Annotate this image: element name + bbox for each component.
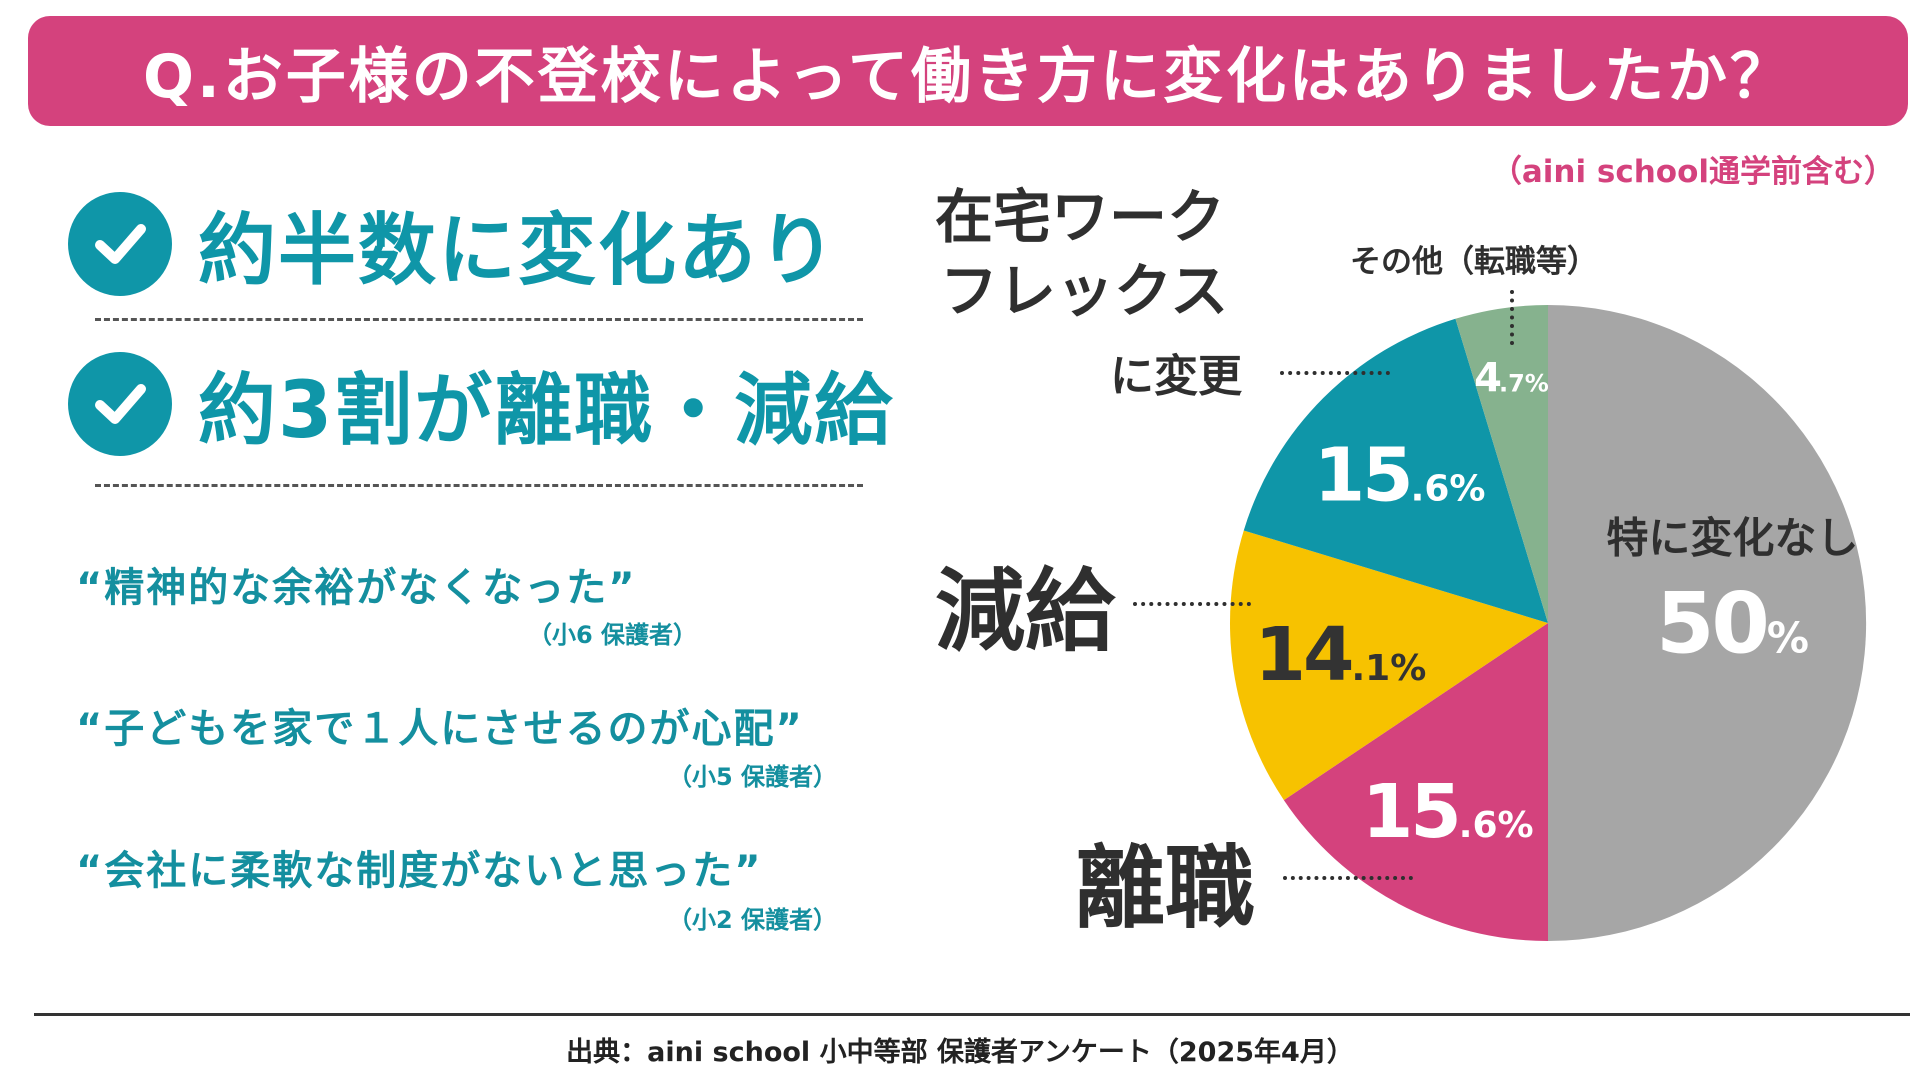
footer-rule	[34, 1013, 1910, 1016]
pie-slice	[1230, 530, 1548, 801]
divider	[95, 484, 863, 487]
label-other: その他（転職等）	[1350, 244, 1598, 280]
label-remote-line1: 在宅ワーク	[935, 183, 1226, 251]
title-banner: Q.お子様の不登校によって働き方に変化はありましたか？	[28, 16, 1908, 126]
pie-slice	[1283, 623, 1548, 941]
quote-1: “精神的な余裕がなくなった”	[76, 565, 637, 611]
pie-slice	[1243, 318, 1548, 623]
slice-value-label: 4.7%	[1474, 356, 1549, 402]
label-remote-line3: に変更	[1110, 351, 1242, 402]
source-citation: 出典：aini school 小中等部 保護者アンケート（2025年4月）	[566, 1037, 1354, 1068]
headline-1: 約半数に変化あり	[68, 188, 838, 300]
leader-resign	[1283, 876, 1413, 880]
pie-slice	[1548, 304, 1867, 942]
divider	[95, 318, 863, 321]
check-icon	[68, 192, 172, 296]
slice-name-label: 特に変化なし	[1606, 513, 1858, 562]
check-icon	[68, 352, 172, 456]
quote-3-attribution: （小2 保護者）	[668, 906, 838, 934]
quote-1-attribution: （小6 保護者）	[528, 621, 698, 649]
quote-3: “会社に柔軟な制度がないと思った”	[76, 848, 763, 894]
leader-remote	[1280, 371, 1390, 375]
headline-2: 約3割が離職・減給	[68, 348, 894, 460]
label-resign: 離職	[1075, 836, 1255, 941]
slice-value-label: 15.6%	[1362, 769, 1534, 855]
label-pay-cut: 減給	[935, 559, 1115, 664]
headline-text: 約半数に変化あり	[198, 206, 839, 296]
slice-value-label: 15.6%	[1314, 432, 1486, 518]
leader-pay-cut	[1133, 602, 1251, 606]
quote-2: “子どもを家で１人にさせるのが心配”	[76, 706, 804, 752]
leader-other	[1510, 290, 1514, 345]
quote-2-attribution: （小5 保護者）	[668, 763, 838, 791]
scope-note: （aini school通学前含む）	[1490, 154, 1895, 190]
slice-value-label: 14.1%	[1255, 612, 1427, 698]
pie-slice	[1455, 305, 1548, 623]
slice-value-label: 50%	[1656, 574, 1809, 672]
label-remote-line2: フレックス	[940, 257, 1229, 325]
page-title: Q.お子様の不登校によって働き方に変化はありましたか？	[143, 41, 1793, 112]
headline-text: 約3割が離職・減給	[198, 366, 895, 456]
